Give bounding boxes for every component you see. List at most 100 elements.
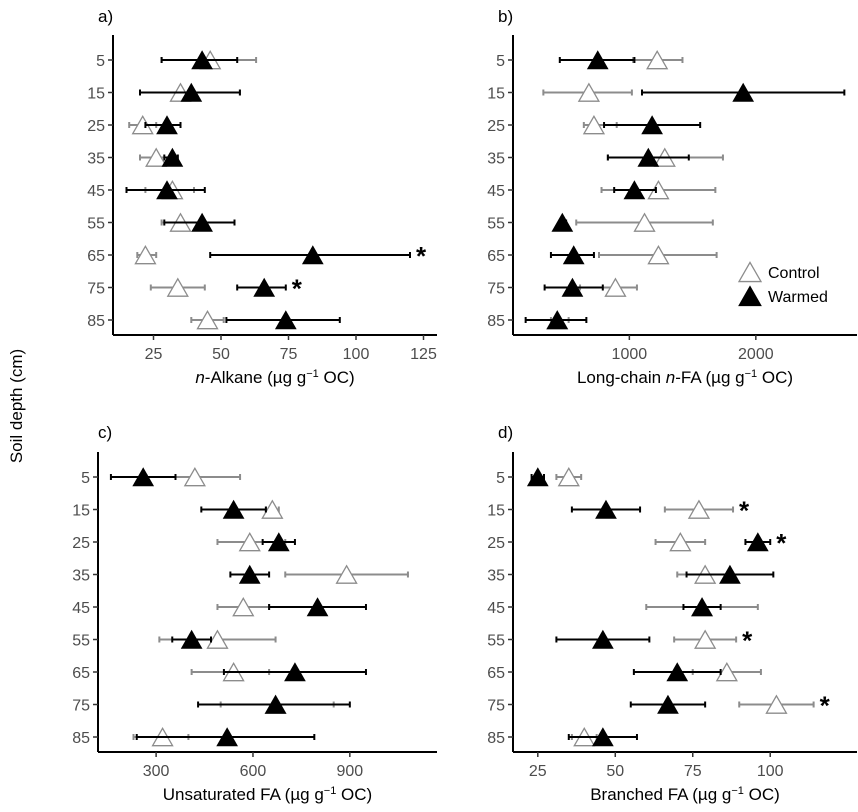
warmed-marker (595, 499, 617, 519)
warmed-marker (657, 694, 679, 714)
warmed-marker (132, 467, 155, 487)
y-tick-label: 55 (487, 216, 505, 233)
y-tick-label: 85 (487, 730, 505, 747)
control-marker (633, 212, 656, 232)
significance-star: * (292, 274, 303, 304)
warmed-marker (284, 662, 306, 682)
significance-star: * (739, 496, 750, 526)
x-axis-label: n-Alkane (µg g−1 OC) (195, 368, 354, 387)
warmed-marker (562, 245, 585, 265)
y-tick-label: 35 (487, 151, 505, 168)
control-marker (694, 629, 717, 649)
control-marker (145, 147, 168, 167)
y-tick-label: 65 (72, 665, 90, 682)
panel-4: d) 5 15 25 35 45 55 65 75 85 25 50 75 100 Branched FA … (487, 423, 857, 804)
x-axis-label-part: −1 (306, 368, 319, 380)
x-axis-label-part: n (195, 368, 204, 387)
x-axis-label-part: −1 (324, 785, 337, 797)
warmed-marker (301, 245, 324, 265)
control-marker (232, 596, 255, 617)
panel-letter: a) (98, 7, 113, 26)
y-tick-label: 55 (487, 633, 505, 650)
control-marker (134, 244, 157, 265)
warmed-marker (156, 115, 178, 135)
warmed-marker (666, 662, 689, 682)
x-axis-label-part: −1 (745, 368, 758, 380)
y-tick-label: 15 (87, 86, 105, 103)
warmed-marker (592, 629, 614, 649)
control-marker (646, 49, 669, 70)
y-tick-label: 25 (487, 535, 505, 552)
x-tick-label: 2000 (738, 346, 774, 363)
y-tick-label: 75 (87, 281, 105, 298)
x-axis-label-part: OC) (336, 785, 372, 804)
x-axis-label-part: OC) (319, 368, 355, 387)
warmed-marker (306, 597, 329, 617)
warmed-marker (637, 147, 660, 167)
warmed-marker (546, 310, 569, 330)
y-tick-label: 55 (72, 633, 90, 650)
y-tick-label: 35 (72, 568, 90, 585)
x-tick-label: 50 (212, 346, 230, 363)
y-tick-label: 75 (487, 281, 505, 298)
x-tick-label: 25 (145, 346, 163, 363)
control-marker (196, 309, 219, 330)
y-tick-label: 45 (487, 600, 505, 617)
warmed-marker (274, 310, 297, 330)
control-marker (206, 629, 229, 649)
y-tick-label: 65 (487, 665, 505, 682)
y-tick-label: 85 (87, 313, 105, 330)
legend-warmed-marker (738, 285, 762, 307)
y-axis-label: Soil depth (cm) (7, 349, 26, 463)
y-tick-label: 65 (487, 248, 505, 265)
x-axis-label: Unsaturated FA (µg g−1 OC) (163, 785, 372, 804)
y-tick-label: 25 (87, 118, 105, 135)
warmed-marker (191, 212, 213, 232)
panel-1: a) 5 15 25 35 45 55 65 75 85 25 50 75 100 125 n-Alkane … (87, 7, 437, 387)
warmed-marker (561, 277, 584, 297)
x-axis-label-part: Unsaturated FA (µg g (163, 785, 324, 804)
warmed-marker (216, 727, 239, 747)
warmed-marker (238, 564, 261, 584)
x-axis-label-part: -Alkane (µg g (205, 368, 306, 387)
y-tick-label: 15 (487, 86, 505, 103)
y-tick-label: 25 (487, 118, 505, 135)
warmed-marker (264, 694, 287, 714)
control-marker (687, 499, 711, 519)
x-axis-label-part: −1 (731, 785, 744, 797)
warmed-marker (732, 82, 755, 102)
warmed-marker (180, 82, 203, 102)
y-tick-label: 45 (72, 600, 90, 617)
warmed-marker (719, 564, 741, 584)
y-tick-label: 75 (487, 698, 505, 715)
x-axis-label-part: n (666, 368, 675, 387)
panel-letter: b) (498, 7, 513, 26)
warmed-marker (592, 727, 614, 747)
warmed-marker (641, 115, 663, 135)
x-tick-label: 75 (684, 763, 702, 780)
y-tick-label: 55 (87, 216, 105, 233)
legend: Control Warmed (737, 261, 828, 307)
warmed-marker (222, 499, 245, 519)
control-marker (715, 661, 738, 682)
control-marker (669, 531, 692, 552)
warmed-marker (267, 532, 290, 552)
control-marker (604, 277, 627, 297)
x-tick-label: 75 (280, 346, 298, 363)
y-tick-label: 5 (496, 53, 505, 70)
control-marker (577, 82, 601, 102)
x-tick-label: 25 (529, 763, 547, 780)
warmed-marker (180, 629, 203, 649)
panel-2: b) 5 15 25 35 45 55 65 75 85 1000 2000 Long-chain n-… (487, 7, 857, 387)
control-marker (335, 564, 358, 584)
significance-star: * (820, 691, 831, 721)
x-tick-label: 900 (336, 763, 363, 780)
x-tick-label: 50 (606, 763, 624, 780)
y-tick-label: 75 (72, 698, 90, 715)
x-tick-label: 100 (343, 346, 370, 363)
warmed-marker (623, 180, 646, 200)
x-axis-label-part: Long-chain (577, 368, 666, 387)
x-tick-label: 600 (240, 763, 267, 780)
warmed-marker (191, 50, 213, 70)
warmed-marker (586, 50, 609, 70)
